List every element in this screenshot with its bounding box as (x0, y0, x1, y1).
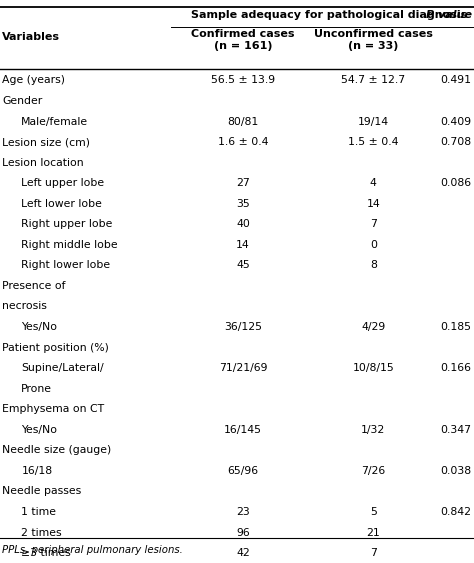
Text: 16/145: 16/145 (224, 425, 262, 435)
Text: PPLs, peripheral pulmonary lesions.: PPLs, peripheral pulmonary lesions. (2, 545, 183, 555)
Text: 2 times: 2 times (21, 528, 62, 538)
Text: Needle passes: Needle passes (2, 486, 82, 497)
Text: Confirmed cases
(n = 161): Confirmed cases (n = 161) (191, 29, 295, 51)
Text: 96: 96 (236, 528, 250, 538)
Text: 7: 7 (370, 219, 377, 229)
Text: Lesion location: Lesion location (2, 158, 84, 168)
Text: 40: 40 (236, 219, 250, 229)
Text: 14: 14 (236, 240, 250, 250)
Text: 7/26: 7/26 (361, 466, 385, 476)
Text: 0.491: 0.491 (441, 75, 472, 86)
Text: 27: 27 (236, 178, 250, 188)
Text: 56.5 ± 13.9: 56.5 ± 13.9 (211, 75, 275, 86)
Text: ≥3 times: ≥3 times (21, 548, 71, 558)
Text: 1.6 ± 0.4: 1.6 ± 0.4 (218, 137, 268, 147)
Text: 0.185: 0.185 (441, 322, 472, 332)
Text: Yes/No: Yes/No (21, 322, 57, 332)
Text: Needle size (gauge): Needle size (gauge) (2, 445, 111, 455)
Text: Right lower lobe: Right lower lobe (21, 260, 110, 270)
Text: 7: 7 (370, 548, 377, 558)
Text: 4: 4 (370, 178, 377, 188)
Text: 23: 23 (236, 507, 250, 517)
Text: 0.038: 0.038 (440, 466, 472, 476)
Text: Variables: Variables (2, 32, 60, 42)
Text: 0: 0 (370, 240, 377, 250)
Text: 5: 5 (370, 507, 377, 517)
Text: Male/female: Male/female (21, 117, 89, 127)
Text: 0.708: 0.708 (440, 137, 472, 147)
Text: 35: 35 (236, 199, 250, 209)
Text: Sample adequacy for pathological diagnosis: Sample adequacy for pathological diagnos… (191, 10, 467, 20)
Text: 0.842: 0.842 (441, 507, 472, 517)
Text: 0.409: 0.409 (440, 117, 472, 127)
Text: 45: 45 (236, 260, 250, 270)
Text: Unconfirmed cases
(n = 33): Unconfirmed cases (n = 33) (314, 29, 433, 51)
Text: Left upper lobe: Left upper lobe (21, 178, 104, 188)
Text: 71/21/69: 71/21/69 (219, 363, 267, 373)
Text: 16/18: 16/18 (21, 466, 53, 476)
Text: Emphysema on CT: Emphysema on CT (2, 404, 104, 414)
Text: Patient position (%): Patient position (%) (2, 342, 109, 352)
Text: Lesion size (cm): Lesion size (cm) (2, 137, 91, 147)
Text: Yes/No: Yes/No (21, 425, 57, 435)
Text: 42: 42 (236, 548, 250, 558)
Text: 19/14: 19/14 (358, 117, 389, 127)
Text: necrosis: necrosis (2, 301, 47, 311)
Text: 1 time: 1 time (21, 507, 56, 517)
Text: Gender: Gender (2, 96, 43, 106)
Text: 21: 21 (366, 528, 380, 538)
Text: Prone: Prone (21, 383, 52, 394)
Text: 80/81: 80/81 (228, 117, 258, 127)
Text: 54.7 ± 12.7: 54.7 ± 12.7 (341, 75, 405, 86)
Text: P value: P value (426, 10, 472, 20)
Text: 0.086: 0.086 (440, 178, 472, 188)
Text: Right upper lobe: Right upper lobe (21, 219, 113, 229)
Text: Right middle lobe: Right middle lobe (21, 240, 118, 250)
Text: Age (years): Age (years) (2, 75, 65, 86)
Text: 0.166: 0.166 (441, 363, 472, 373)
Text: 1/32: 1/32 (361, 425, 385, 435)
Text: 65/96: 65/96 (228, 466, 258, 476)
Text: Supine/Lateral/: Supine/Lateral/ (21, 363, 104, 373)
Text: 14: 14 (366, 199, 380, 209)
Text: Left lower lobe: Left lower lobe (21, 199, 102, 209)
Text: 8: 8 (370, 260, 377, 270)
Text: 1.5 ± 0.4: 1.5 ± 0.4 (348, 137, 399, 147)
Text: 0.347: 0.347 (441, 425, 472, 435)
Text: 4/29: 4/29 (361, 322, 385, 332)
Text: Presence of: Presence of (2, 281, 66, 291)
Text: 36/125: 36/125 (224, 322, 262, 332)
Text: 10/8/15: 10/8/15 (352, 363, 394, 373)
